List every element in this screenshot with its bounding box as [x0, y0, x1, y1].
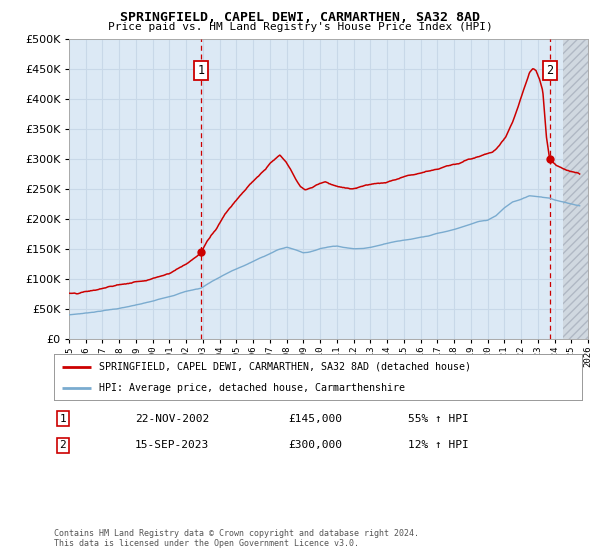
- Text: This data is licensed under the Open Government Licence v3.0.: This data is licensed under the Open Gov…: [54, 539, 359, 548]
- Text: 12% ↑ HPI: 12% ↑ HPI: [408, 440, 469, 450]
- Text: £300,000: £300,000: [288, 440, 342, 450]
- Text: 55% ↑ HPI: 55% ↑ HPI: [408, 414, 469, 424]
- Text: Price paid vs. HM Land Registry's House Price Index (HPI): Price paid vs. HM Land Registry's House …: [107, 22, 493, 32]
- Text: £145,000: £145,000: [288, 414, 342, 424]
- Text: 2: 2: [546, 64, 553, 77]
- Text: SPRINGFIELD, CAPEL DEWI, CARMARTHEN, SA32 8AD (detached house): SPRINGFIELD, CAPEL DEWI, CARMARTHEN, SA3…: [99, 362, 471, 372]
- Text: SPRINGFIELD, CAPEL DEWI, CARMARTHEN, SA32 8AD: SPRINGFIELD, CAPEL DEWI, CARMARTHEN, SA3…: [120, 11, 480, 24]
- Text: 1: 1: [197, 64, 205, 77]
- Text: 1: 1: [59, 414, 67, 424]
- Text: 2: 2: [59, 440, 67, 450]
- Text: 22-NOV-2002: 22-NOV-2002: [135, 414, 209, 424]
- Bar: [563, 39, 588, 339]
- Text: 15-SEP-2023: 15-SEP-2023: [135, 440, 209, 450]
- Bar: [563, 39, 588, 339]
- Text: HPI: Average price, detached house, Carmarthenshire: HPI: Average price, detached house, Carm…: [99, 383, 405, 393]
- Text: Contains HM Land Registry data © Crown copyright and database right 2024.: Contains HM Land Registry data © Crown c…: [54, 529, 419, 538]
